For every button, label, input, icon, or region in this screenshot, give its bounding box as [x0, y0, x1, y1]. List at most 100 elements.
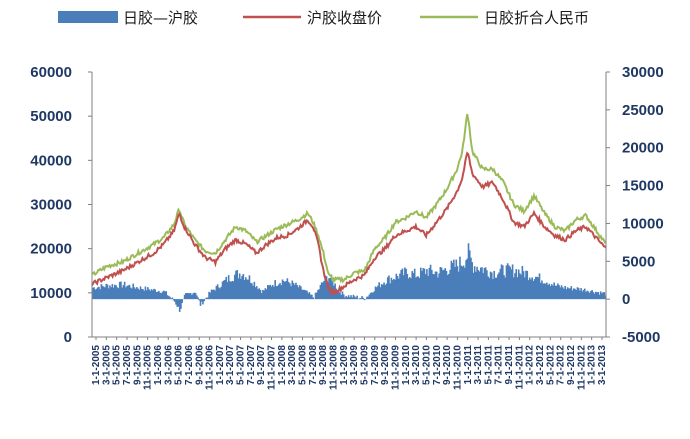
spread-bar [505, 265, 508, 300]
spread-bar [284, 282, 286, 300]
spread-bar [131, 288, 133, 300]
spread-bar [100, 284, 103, 300]
spread-bar [115, 285, 117, 300]
spread-bar [300, 286, 302, 300]
spread-bar [92, 287, 94, 300]
spread-bar [267, 285, 269, 300]
spread-bar [171, 297, 174, 300]
x-tick-label: 1-1-2010 [401, 345, 412, 385]
spread-bar [569, 288, 571, 300]
spread-bar [550, 284, 553, 300]
spread-bar [503, 275, 505, 300]
spread-bar [352, 294, 355, 300]
x-tick-label: 11-1-2008 [329, 345, 340, 390]
spread-bar [156, 291, 159, 300]
spread-bar [215, 285, 218, 300]
spread-bar [563, 288, 565, 300]
spread-bar [429, 264, 432, 300]
spread-bar [210, 289, 213, 300]
spread-bar [548, 283, 551, 300]
spread-bar [183, 294, 186, 300]
spread-bar [377, 285, 379, 300]
spread-bar [486, 270, 488, 300]
x-tick-label: 1-1-2009 [339, 345, 350, 385]
spread-bar [167, 295, 170, 300]
spread-bar [462, 265, 465, 300]
x-tick-label: 3-1-2005 [101, 345, 112, 385]
spread-bar [159, 292, 161, 300]
spread-bar [116, 287, 119, 300]
spread-bar [489, 271, 492, 300]
spread-bar [216, 284, 219, 300]
spread-bar [144, 286, 147, 300]
spread-bar [369, 292, 372, 300]
spread-bar [271, 285, 274, 300]
spread-bar [557, 283, 559, 300]
spread-bar [571, 290, 574, 300]
spread-bar [424, 274, 427, 300]
y-right-tick-label: 5000 [622, 253, 655, 270]
spread-bar [519, 273, 521, 300]
spread-bar [221, 281, 224, 300]
spread-bar [472, 272, 475, 300]
spread-bar [448, 273, 450, 300]
x-tick-label: 1-1-2012 [525, 345, 536, 385]
spread-bar [575, 289, 578, 300]
x-tick-label: 5-1-2005 [112, 345, 123, 385]
spread-bar [475, 271, 477, 300]
spread-bar [241, 275, 243, 300]
spread-bar [172, 299, 175, 301]
spread-bar [319, 285, 322, 300]
spread-bar [385, 283, 388, 300]
spread-bar [127, 285, 130, 300]
spread-bar [559, 287, 562, 300]
y-right-tick-label: 15000 [622, 178, 664, 195]
spread-bar [506, 263, 509, 300]
y-left-tick-label: 60000 [30, 64, 72, 81]
spread-bar [262, 289, 264, 300]
spread-bar [499, 268, 502, 300]
spread-bar [317, 290, 319, 300]
spread-bar [153, 288, 155, 300]
spread-bar [468, 250, 471, 300]
spread-bar [142, 289, 144, 300]
x-tick-label: 3-1-2010 [411, 345, 422, 385]
spread-bar [229, 281, 231, 300]
spread-bar [139, 286, 142, 300]
spread-bar [260, 293, 263, 300]
spread-bar [162, 290, 165, 300]
spread-bar [597, 292, 600, 300]
spread-bar [248, 275, 251, 300]
spread-bar [383, 282, 385, 300]
spread-bar [132, 283, 135, 300]
spread-bar [582, 289, 585, 300]
spread-bar [402, 275, 405, 300]
spread-bar [166, 295, 169, 300]
spread-bar [103, 286, 105, 300]
spread-bar [538, 273, 541, 300]
spread-bar [138, 289, 141, 300]
spread-bar [497, 274, 499, 300]
x-tick-label: 5-1-2008 [298, 345, 309, 385]
spread-bar [494, 277, 497, 300]
spread-bar [230, 281, 232, 300]
x-tick-label: 7-1-2006 [184, 345, 195, 385]
spread-bar [285, 280, 287, 300]
spread-bar [536, 276, 538, 300]
x-tick-label: 3-1-2011 [473, 345, 484, 385]
spread-bar [187, 293, 190, 300]
spread-bar [202, 299, 204, 305]
spread-bar [488, 278, 491, 300]
spread-bar [114, 284, 116, 300]
spread-bar [415, 277, 417, 300]
spread-bar [273, 286, 275, 300]
spread-bar [309, 294, 312, 300]
spread-bar [423, 268, 426, 300]
x-tick-label: 7-1-2008 [308, 345, 319, 385]
spread-bar [213, 289, 215, 300]
spread-bar [336, 289, 339, 300]
spread-bar [235, 270, 237, 300]
spread-bar [410, 278, 412, 300]
spread-bar [301, 289, 303, 300]
x-tick-label: 11-1-2011 [514, 345, 525, 390]
